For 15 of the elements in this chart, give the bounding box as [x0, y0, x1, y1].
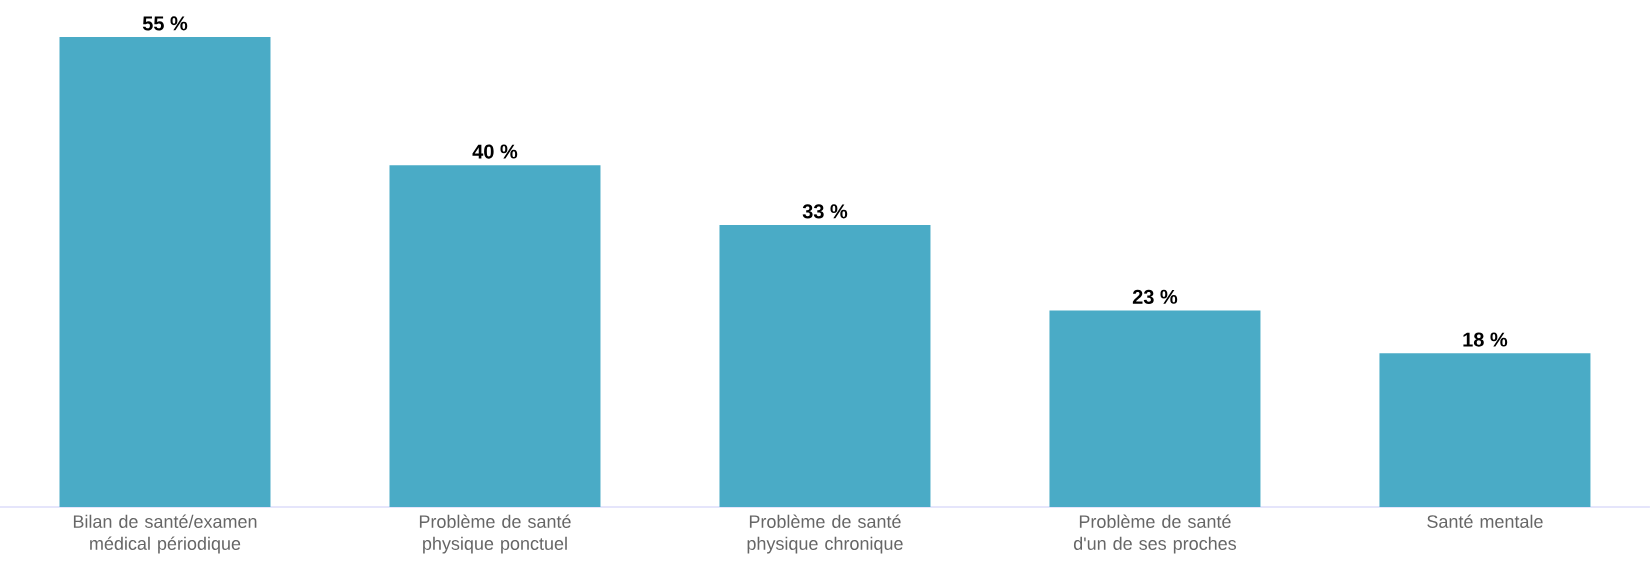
x-tick-label: Problème de santé physique ponctuel [419, 514, 571, 554]
x-tick-label: Problème de santé d'un de ses proches [1073, 514, 1237, 554]
x-tick-label: Santé mentale [1427, 514, 1543, 528]
data-label: 40 % [472, 144, 518, 159]
bar [59, 37, 271, 507]
x-tick-label: Problème de santé physique chronique [747, 514, 903, 554]
bar [1049, 310, 1261, 507]
bar [1379, 353, 1591, 507]
x-tick-label: Bilan de santé/examen médical périodique [73, 514, 257, 554]
data-label: 33 % [802, 204, 848, 219]
data-label: 23 % [1132, 289, 1178, 304]
bar [389, 165, 601, 507]
data-label: 18 % [1463, 332, 1508, 347]
bar [719, 225, 931, 507]
data-label: 55 % [142, 16, 188, 31]
